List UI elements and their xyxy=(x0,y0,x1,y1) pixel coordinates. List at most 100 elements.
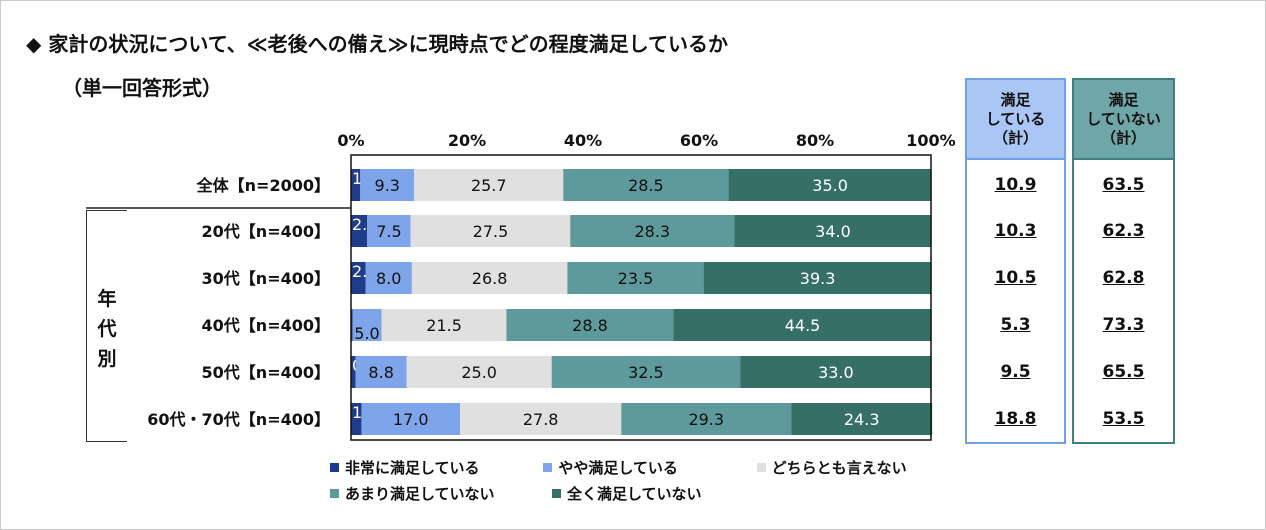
data-label: 29.3 xyxy=(688,410,724,429)
bar-segment xyxy=(355,356,407,388)
legend-row: あまり満足していない 全く満足していない xyxy=(330,480,970,506)
bar-segment xyxy=(360,169,415,201)
bar-segment xyxy=(551,356,741,388)
bar-segment xyxy=(414,169,564,201)
data-label: 17.0 xyxy=(393,410,429,429)
summary-header-line: （計） xyxy=(992,128,1038,147)
bar-segment xyxy=(351,403,362,435)
bar-segment xyxy=(351,169,361,201)
bar-segment xyxy=(570,215,735,247)
legend-swatch xyxy=(330,462,339,472)
data-label: 28.8 xyxy=(572,316,608,335)
data-label: 24.3 xyxy=(844,410,880,429)
x-tick-label: 20% xyxy=(448,131,486,150)
bar-segment xyxy=(460,403,622,435)
chart-legend: 非常に満足している やや満足している どちらとも言えない あまり満足していない … xyxy=(330,454,970,506)
data-label: 39.3 xyxy=(800,269,836,288)
data-label: 44.5 xyxy=(785,316,821,335)
data-label: 25.7 xyxy=(471,176,507,195)
bar-segment xyxy=(352,309,382,341)
bar-segment xyxy=(381,309,507,341)
bar-segment xyxy=(410,215,571,247)
legend-label: 全く満足していない xyxy=(567,484,702,503)
bar-segment xyxy=(621,403,792,435)
bar-segment xyxy=(406,356,552,388)
legend-item: やや満足している xyxy=(543,457,756,478)
bar-segment xyxy=(734,215,932,247)
summary-header-line: 満足 xyxy=(1108,90,1139,109)
legend-item: あまり満足していない xyxy=(330,483,552,504)
legend-label: やや満足している xyxy=(558,458,678,477)
x-tick-label: 80% xyxy=(796,131,834,150)
legend-label: あまり満足していない xyxy=(345,484,495,503)
summary-header-line: （計） xyxy=(1100,128,1146,147)
x-tick-label: 0% xyxy=(337,131,364,150)
data-label: 21.5 xyxy=(426,316,462,335)
legend-item: どちらとも言えない xyxy=(756,457,970,478)
data-label: 33.0 xyxy=(818,363,854,382)
data-label: 8.0 xyxy=(376,269,401,288)
age-group-label: 年 代 別 xyxy=(96,284,118,374)
data-label: 28.5 xyxy=(628,176,664,195)
data-label: 26.8 xyxy=(472,269,508,288)
summary-value: 62.3 xyxy=(1102,221,1145,241)
bar-segment xyxy=(411,262,568,294)
data-label: 5.0 xyxy=(354,324,379,343)
category-label: 全体【n=2000】 xyxy=(196,176,330,195)
legend-swatch xyxy=(552,488,561,498)
data-label: 7.5 xyxy=(376,222,401,241)
x-tick-label: 100% xyxy=(906,131,955,150)
age-group-char: 別 xyxy=(97,348,117,370)
summary-value: 65.5 xyxy=(1102,362,1145,382)
summary-value: 63.5 xyxy=(1102,175,1145,195)
summary-value: 73.3 xyxy=(1102,315,1145,335)
legend-label: どちらとも言えない xyxy=(771,458,907,477)
data-label: 9.3 xyxy=(375,176,400,195)
summary-satisfied-column: 満足 している （計） 10.9 10.3 10.5 5.3 9.5 18.8 xyxy=(965,78,1066,444)
data-label: 32.5 xyxy=(628,363,664,382)
data-label: 27.5 xyxy=(473,222,509,241)
category-label: 50代【n=400】 xyxy=(202,363,330,382)
chart-subtitle: （単一回答形式） xyxy=(62,76,222,100)
summary-value: 18.8 xyxy=(994,409,1037,429)
category-label: 20代【n=400】 xyxy=(202,222,330,241)
bar-segment xyxy=(791,403,933,435)
summary-value: 9.5 xyxy=(1000,362,1031,382)
age-group-char: 年 xyxy=(97,288,117,310)
bar-segment xyxy=(506,309,674,341)
summary-value: 62.8 xyxy=(1102,268,1145,288)
data-label: 28.3 xyxy=(634,222,670,241)
summary-satisfied-header: 満足 している （計） xyxy=(967,80,1064,160)
bar-segment xyxy=(563,169,729,201)
bar-segment xyxy=(351,262,366,294)
bar-segment xyxy=(351,215,368,247)
x-tick-label: 40% xyxy=(564,131,602,150)
summary-value: 5.3 xyxy=(1000,315,1031,335)
bar-segment xyxy=(703,262,932,294)
bar-segment xyxy=(740,356,932,388)
summary-header-line: していない xyxy=(1086,109,1161,128)
chart-title: ◆ 家計の状況について、≪老後への備え≫に現時点でどの程度満足しているか xyxy=(26,32,729,56)
legend-swatch xyxy=(543,462,553,472)
age-group-char: 代 xyxy=(97,318,117,340)
summary-header-line: している xyxy=(985,109,1046,128)
bar-segment xyxy=(361,403,461,435)
bar-segment xyxy=(367,215,411,247)
bar-segment xyxy=(673,309,932,341)
summary-value: 10.3 xyxy=(994,221,1037,241)
x-tick-label: 60% xyxy=(680,131,718,150)
bar-segment xyxy=(728,169,932,201)
category-label: 40代【n=400】 xyxy=(202,316,330,335)
legend-row: 非常に満足している やや満足している どちらとも言えない xyxy=(330,454,970,480)
summary-not-satisfied-header: 満足 していない （計） xyxy=(1074,80,1173,160)
bar-segment xyxy=(567,262,704,294)
bar-segment xyxy=(351,356,356,388)
data-label: 25.0 xyxy=(461,363,497,382)
summary-not-satisfied-column: 満足 していない （計） 63.5 62.3 62.8 73.3 65.5 53.5 xyxy=(1072,78,1175,444)
summary-value: 10.9 xyxy=(994,175,1037,195)
category-label: 30代【n=400】 xyxy=(202,269,330,288)
data-label: 35.0 xyxy=(812,176,848,195)
legend-swatch xyxy=(330,488,339,498)
legend-item: 非常に満足している xyxy=(330,457,543,478)
